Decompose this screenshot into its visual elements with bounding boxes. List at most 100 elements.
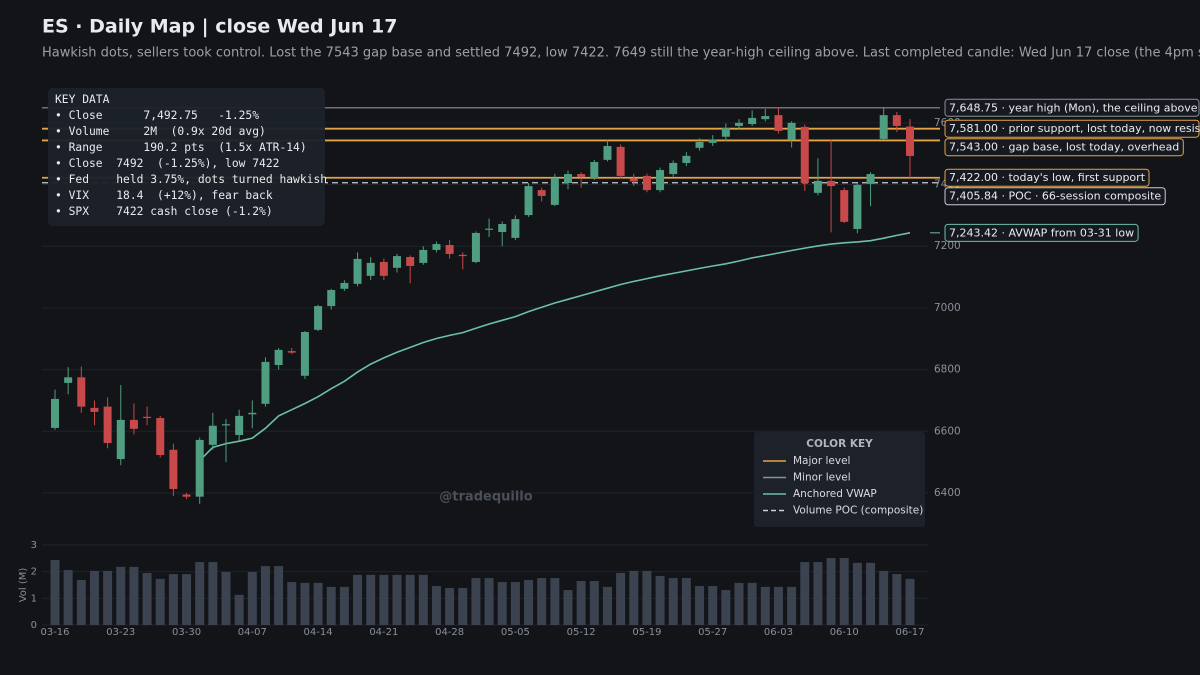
key-data-title: KEY DATA <box>55 93 110 106</box>
candle-body <box>840 190 849 222</box>
candle-body <box>393 256 401 268</box>
candle-body <box>471 232 480 262</box>
x-tick-label: 03-30 <box>172 627 201 638</box>
candle-body <box>853 184 862 229</box>
volume-bar <box>681 578 691 625</box>
x-tick-label: 05-19 <box>632 627 661 638</box>
volume-bar <box>50 559 60 625</box>
candle-body <box>695 141 704 148</box>
volume-tick-label: 0 <box>31 620 37 631</box>
legend-title: COLOR KEY <box>806 438 873 450</box>
y-tick-label: 7200 <box>934 240 961 252</box>
x-tick-label: 03-16 <box>40 627 69 638</box>
volume-bar <box>339 586 349 625</box>
candle-body <box>748 117 757 125</box>
candle-body <box>682 155 691 163</box>
volume-bar <box>484 578 494 625</box>
candle-body <box>379 261 388 276</box>
volume-bar <box>89 570 99 625</box>
legend-label: Major level <box>793 455 850 467</box>
key-data-row: • Range 190.2 pts (1.5x ATR-14) <box>55 141 307 154</box>
volume-bar <box>129 566 139 625</box>
candle-body <box>156 418 165 456</box>
volume-bar <box>747 582 757 625</box>
candle-body <box>90 407 99 412</box>
volume-bar <box>734 582 744 625</box>
y-tick-label: 6800 <box>934 364 961 376</box>
overlay: 7,648.75 · year high (Mon), the ceiling … <box>48 88 1200 527</box>
volume-bar <box>287 582 297 625</box>
volume-bar <box>537 578 547 625</box>
volume-bar <box>142 573 152 625</box>
volume-bar <box>418 574 428 625</box>
candle-body <box>300 331 309 376</box>
level-label-box <box>944 138 1184 157</box>
legend-label: Volume POC (composite) <box>793 505 923 517</box>
key-data-row: • Fed held 3.75%, dots turned hawkish <box>55 173 327 186</box>
candle-body <box>406 257 415 266</box>
candle-body <box>892 115 901 126</box>
candle-body <box>603 145 612 160</box>
x-tick-label: 03-23 <box>106 627 135 638</box>
volume-bar <box>63 570 73 625</box>
volume-bar <box>116 566 126 625</box>
volume-bar <box>905 578 915 625</box>
candle-body <box>642 175 651 191</box>
marks <box>42 107 940 625</box>
volume-bar <box>195 562 205 625</box>
volume-bar <box>852 562 862 625</box>
candle-body <box>827 180 836 187</box>
candle-body <box>208 425 217 445</box>
y-tick-label: 6600 <box>934 425 961 437</box>
candle-body <box>340 282 349 289</box>
volume-bar <box>326 586 336 625</box>
volume-bar <box>300 582 310 625</box>
volume-bar <box>813 562 823 625</box>
candle-body <box>906 126 914 156</box>
candle-body <box>222 424 230 426</box>
volume-tick-label: 2 <box>31 567 37 578</box>
x-tick-label: 04-07 <box>238 627 267 638</box>
candle-body <box>235 415 244 435</box>
key-data-box <box>48 88 325 226</box>
volume-bar <box>405 574 415 625</box>
level-label: 7,581.00 · prior support, lost today, no… <box>949 122 1200 135</box>
volume-bar <box>366 574 376 625</box>
key-data-row: • SPX 7422 cash close (-1.2%) <box>55 205 273 218</box>
volume-bar <box>589 581 599 625</box>
volume-bar <box>787 586 797 625</box>
volume-bar <box>616 573 626 625</box>
level-label-box <box>944 187 1166 206</box>
legend-box <box>754 432 925 527</box>
candle-body <box>708 139 717 143</box>
volume-bar <box>839 558 849 625</box>
volume-bar <box>431 586 441 625</box>
volume-axis-label: Vol (M) <box>18 568 29 603</box>
x-tick-label: 04-28 <box>435 627 464 638</box>
candle-body <box>182 494 191 497</box>
volume-bar <box>221 571 231 625</box>
candle-body <box>735 122 743 126</box>
x-tick-label: 06-03 <box>764 627 793 638</box>
level-label: 7,422.00 · today's low, first support <box>949 171 1146 184</box>
legend-label: Minor level <box>793 472 851 484</box>
candle-body <box>656 170 665 191</box>
key-data-row: • Volume 2M (0.9x 20d avg) <box>55 125 266 138</box>
candle-body <box>261 361 270 404</box>
level-label-box <box>944 223 1139 242</box>
candle-body <box>51 398 59 428</box>
volume-bar <box>866 562 876 625</box>
candle-body <box>590 162 599 179</box>
volume-bar <box>892 574 902 625</box>
volume-bar <box>655 575 665 625</box>
x-tick-label: 06-17 <box>895 627 924 638</box>
candle-body <box>458 254 467 257</box>
volume-bar <box>274 566 284 625</box>
volume-bar <box>708 586 718 625</box>
candle-body <box>629 178 638 182</box>
y-tick-label: 6400 <box>934 487 961 499</box>
x-tick-label: 05-27 <box>698 627 727 638</box>
candle-body <box>143 416 152 419</box>
key-data-row: • Close 7,492.75 -1.25% <box>55 109 259 122</box>
